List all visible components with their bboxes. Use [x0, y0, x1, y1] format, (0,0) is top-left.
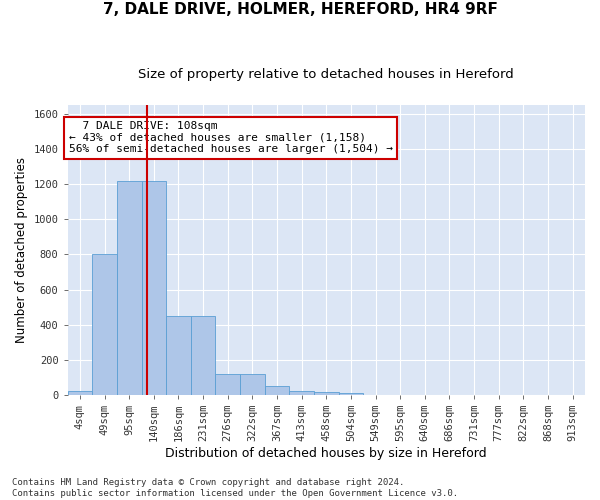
Bar: [166, 316, 191, 395]
Text: 7 DALE DRIVE: 108sqm  
← 43% of detached houses are smaller (1,158)
56% of semi-: 7 DALE DRIVE: 108sqm ← 43% of detached h…: [69, 121, 393, 154]
X-axis label: Distribution of detached houses by size in Hereford: Distribution of detached houses by size …: [166, 447, 487, 460]
Bar: [142, 181, 166, 395]
Bar: [68, 390, 92, 395]
Bar: [191, 316, 215, 395]
Bar: [314, 392, 338, 395]
Bar: [289, 390, 314, 395]
Text: 7, DALE DRIVE, HOLMER, HEREFORD, HR4 9RF: 7, DALE DRIVE, HOLMER, HEREFORD, HR4 9RF: [103, 2, 497, 18]
Bar: [117, 181, 142, 395]
Y-axis label: Number of detached properties: Number of detached properties: [15, 157, 28, 343]
Bar: [215, 374, 240, 395]
Title: Size of property relative to detached houses in Hereford: Size of property relative to detached ho…: [139, 68, 514, 80]
Bar: [92, 254, 117, 395]
Bar: [240, 374, 265, 395]
Bar: [338, 393, 363, 395]
Bar: [265, 386, 289, 395]
Text: Contains HM Land Registry data © Crown copyright and database right 2024.
Contai: Contains HM Land Registry data © Crown c…: [12, 478, 458, 498]
